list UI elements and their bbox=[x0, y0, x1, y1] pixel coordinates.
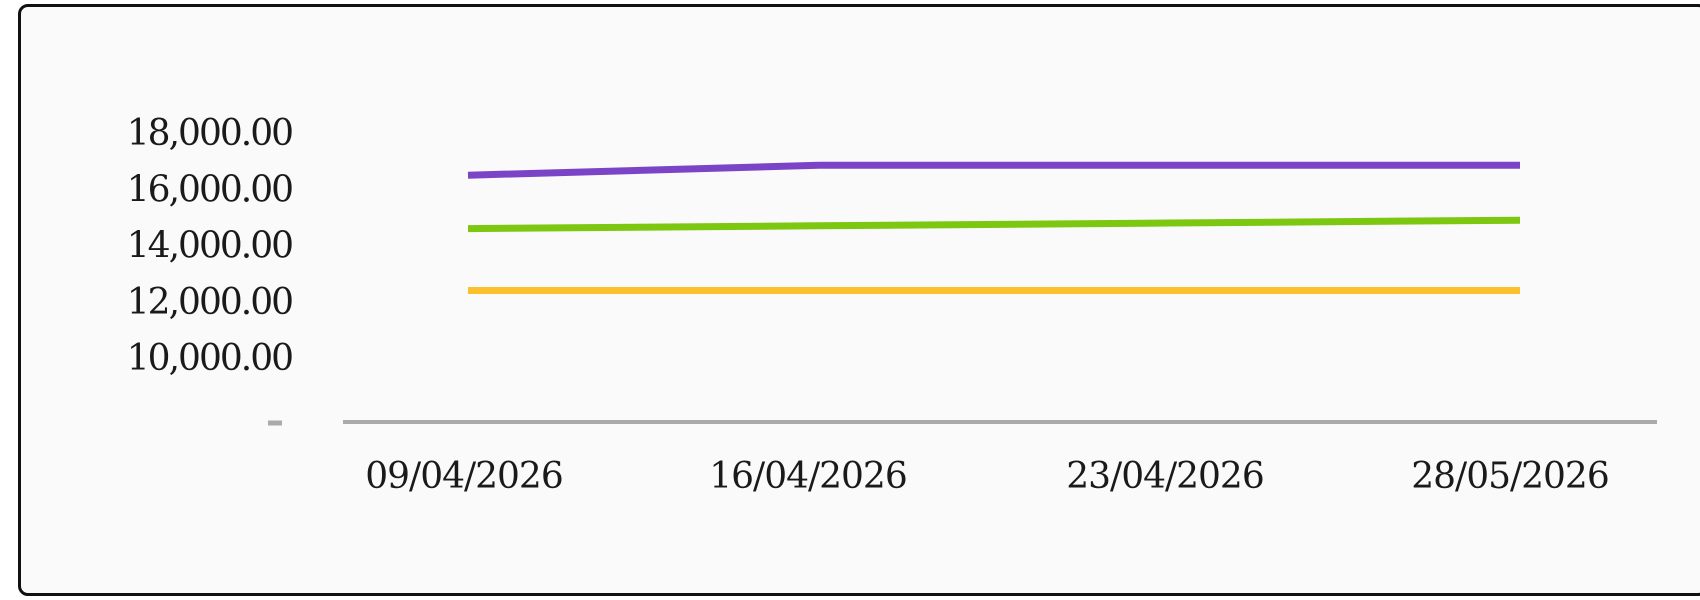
series-lines bbox=[467, 161, 1521, 294]
x-tick-label: 09/04/2026 bbox=[365, 456, 563, 497]
y-tick-label: 14,000.00 bbox=[127, 226, 292, 267]
series-line-1 bbox=[467, 161, 1520, 179]
y-tick-label: 16,000.00 bbox=[127, 169, 292, 210]
chart-panel bbox=[18, 4, 1700, 596]
x-axis-ticks: 09/04/2026 16/04/2026 23/04/2026 28/05/2026 bbox=[365, 456, 1610, 497]
y-tick-label: 12,000.00 bbox=[127, 282, 292, 323]
series-line-2 bbox=[467, 216, 1521, 233]
x-tick-label: 23/04/2026 bbox=[1066, 456, 1264, 497]
y-axis-ticks: 18,000.00 16,000.00 14,000.00 12,000.00 10,0… bbox=[127, 113, 294, 379]
x-tick-label: 28/05/2026 bbox=[1411, 456, 1609, 497]
y-tick-label: 10,000.00 bbox=[127, 338, 292, 379]
y-tick-label: 18,000.00 bbox=[127, 113, 292, 154]
x-tick-label: 16/04/2026 bbox=[709, 456, 907, 497]
